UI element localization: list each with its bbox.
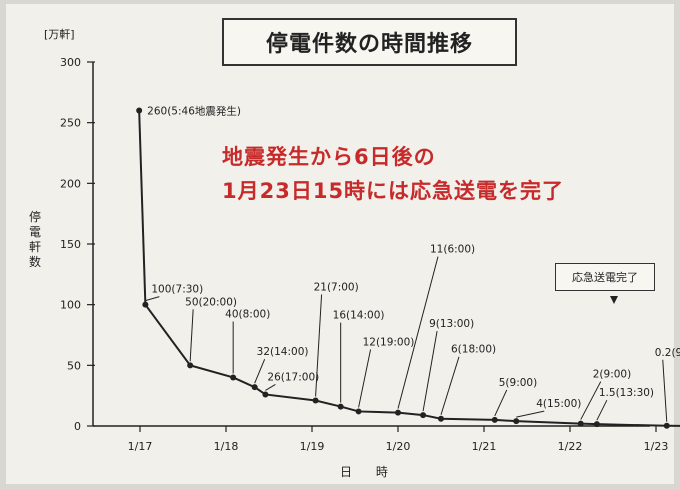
completion-arrow-icon [610, 296, 618, 304]
y-tick-label: 150 [60, 238, 81, 251]
data-point [355, 408, 362, 415]
data-label: 6(18:00) [451, 344, 496, 356]
data-label: 26(17:00) [267, 371, 319, 383]
data-label: 100(7:30) [151, 284, 203, 296]
data-label: 1.5(13:30) [599, 387, 654, 399]
data-label: 4(15:00) [536, 398, 581, 410]
data-point [395, 409, 401, 416]
data-label: 2(9:00) [593, 369, 631, 381]
data-point [337, 403, 344, 410]
red-annotation: 地震発生から6日後の 1月23日15時には応急送電を完了 [222, 140, 564, 208]
y-tick-label: 200 [60, 177, 81, 190]
label-leader [358, 349, 372, 408]
label-leader [580, 381, 602, 420]
data-label: 50(20:00) [185, 296, 237, 308]
x-tick-label: 1/17 [128, 440, 153, 453]
y-tick-label: 250 [60, 117, 81, 130]
completion-badge: 応急送電完了 [555, 263, 655, 291]
y-tick-label: 100 [60, 299, 81, 312]
data-label: 0.2(9:00) [655, 347, 680, 359]
data-point [577, 420, 584, 427]
chart-title: 停電件数の時間推移 [222, 18, 517, 66]
x-tick-label: 1/21 [472, 440, 497, 453]
x-tick-label: 1/19 [300, 440, 325, 453]
data-point [593, 421, 600, 428]
x-tick-label: 1/22 [558, 440, 583, 453]
data-label: 260(5:46地震発生) [147, 105, 241, 118]
data-label: 9(13:00) [429, 318, 474, 330]
data-point [438, 415, 444, 422]
x-tick-label: 1/18 [214, 440, 239, 453]
label-leader [596, 399, 608, 421]
data-point [491, 416, 498, 423]
data-point [251, 384, 258, 391]
y-tick-label: 0 [74, 420, 81, 433]
data-label: 11(6:00) [430, 244, 475, 256]
data-point [187, 362, 194, 369]
data-label: 21(7:00) [314, 282, 359, 294]
data-label: 12(19:00) [363, 336, 415, 348]
label-leader [662, 359, 668, 422]
label-leader [189, 309, 194, 362]
x-tick-label: 1/23 [644, 440, 669, 453]
data-label: 40(8:00) [225, 308, 270, 320]
data-label: 5(9:00) [499, 377, 537, 389]
data-label: 32(14:00) [257, 346, 309, 358]
label-leader [265, 384, 276, 391]
data-point [262, 391, 269, 398]
y-tick-label: 50 [67, 359, 81, 372]
data-point [230, 374, 237, 381]
label-leader [516, 410, 545, 418]
label-leader [422, 330, 438, 412]
data-point [420, 412, 427, 419]
data-label: 16(14:00) [333, 310, 385, 322]
x-axis-label: 日 時 [340, 465, 398, 479]
data-point [312, 397, 319, 404]
annotation-line-2: 1月23日15時には応急送電を完了 [222, 179, 565, 203]
y-unit-label: [万軒] [44, 28, 75, 41]
label-leader [397, 256, 439, 409]
data-point [142, 301, 149, 308]
x-tick-label: 1/20 [386, 440, 411, 453]
label-leader [315, 294, 323, 397]
label-leader [494, 389, 508, 417]
label-leader [254, 358, 266, 384]
y-axis-label: 停電軒数 [28, 210, 41, 269]
data-point [513, 418, 520, 425]
data-point [663, 422, 670, 429]
y-tick-label: 300 [60, 56, 81, 69]
label-leader [440, 356, 460, 415]
annotation-line-1: 地震発生から6日後の [222, 145, 436, 169]
data-point [136, 107, 143, 114]
label-leader [145, 296, 160, 302]
